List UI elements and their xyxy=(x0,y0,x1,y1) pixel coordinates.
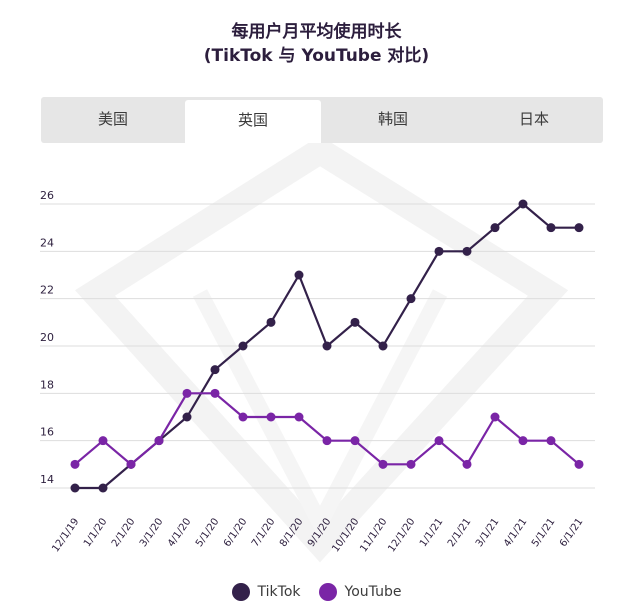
x-tick-label: 3/1/21 xyxy=(474,516,501,549)
x-tick-label: 6/1/21 xyxy=(558,516,585,549)
legend-tiktok-label: TikTok xyxy=(257,584,301,600)
tab-uk[interactable]: 英国 xyxy=(185,100,321,143)
data-point-tiktok xyxy=(434,246,444,256)
data-point-tiktok xyxy=(406,294,416,304)
data-point-tiktok xyxy=(322,341,332,351)
data-point-youtube xyxy=(434,436,444,446)
series-line-youtube xyxy=(74,392,580,466)
legend-youtube-label: YouTube xyxy=(344,584,402,600)
y-tick-label: 24 xyxy=(40,236,54,249)
y-tick-label: 20 xyxy=(40,331,54,344)
data-point-youtube xyxy=(238,412,248,422)
legend-youtube-swatch xyxy=(318,583,337,601)
legend: TikTok YouTube xyxy=(0,580,633,604)
y-tick-label: 18 xyxy=(40,378,54,391)
data-point-youtube xyxy=(294,412,304,422)
data-point-youtube xyxy=(574,459,584,469)
data-point-tiktok xyxy=(546,223,556,233)
legend-item-tiktok: TikTok xyxy=(231,583,301,601)
x-tick-label: 1/1/21 xyxy=(418,516,445,549)
data-point-youtube xyxy=(462,459,472,469)
legend-item-youtube: YouTube xyxy=(318,583,402,601)
tab-japan[interactable]: 日本 xyxy=(518,110,549,128)
data-point-tiktok xyxy=(98,483,108,493)
data-point-youtube xyxy=(406,459,416,469)
data-point-tiktok xyxy=(490,223,500,233)
data-point-tiktok xyxy=(238,341,248,351)
data-point-youtube xyxy=(210,388,220,398)
data-point-youtube xyxy=(350,436,360,446)
data-point-youtube xyxy=(70,459,80,469)
data-point-youtube xyxy=(154,436,164,446)
x-tick-label: 12/1/19 xyxy=(50,516,81,554)
data-point-tiktok xyxy=(574,223,584,233)
chart-title: 每用户月平均使用时长 (TikTok 与 YouTube 对比) xyxy=(0,20,633,68)
data-point-youtube xyxy=(266,412,276,422)
data-point-tiktok xyxy=(518,199,528,209)
x-tick-label: 2/1/21 xyxy=(446,516,473,549)
tab-korea[interactable]: 韩国 xyxy=(377,110,408,128)
data-point-youtube xyxy=(322,436,332,446)
x-tick-label: 12/1/20 xyxy=(386,516,417,554)
x-tick-label: 11/1/20 xyxy=(358,516,389,554)
data-point-tiktok xyxy=(462,246,472,256)
x-tick-label: 6/1/20 xyxy=(222,516,249,549)
data-point-youtube xyxy=(546,436,556,446)
watermark-inner xyxy=(192,289,448,541)
y-tick-label: 16 xyxy=(40,426,54,439)
chart-title-line1: 每用户月平均使用时长 xyxy=(231,22,402,42)
data-point-tiktok xyxy=(70,483,80,493)
data-point-youtube xyxy=(98,436,108,446)
x-tick-label: 5/1/21 xyxy=(530,516,557,549)
tab-us[interactable]: 美国 xyxy=(97,110,128,128)
x-tick-label: 2/1/20 xyxy=(110,516,137,549)
country-tabs: 美国 英国 韩国 日本 xyxy=(41,97,603,143)
y-tick-label: 26 xyxy=(40,189,54,202)
x-tick-label: 7/1/20 xyxy=(250,516,277,549)
chart-title-line2: (TikTok 与 YouTube 对比) xyxy=(203,46,430,66)
y-tick-label: 22 xyxy=(40,284,54,297)
x-tick-label: 5/1/20 xyxy=(194,516,221,549)
x-tick-label: 4/1/21 xyxy=(502,516,529,549)
data-point-tiktok xyxy=(182,412,192,422)
data-point-tiktok xyxy=(378,341,388,351)
data-point-youtube xyxy=(518,436,528,446)
watermark-diamond xyxy=(75,143,569,563)
data-point-youtube xyxy=(182,388,192,398)
legend-tiktok-swatch xyxy=(231,583,250,601)
x-tick-label: 3/1/20 xyxy=(138,516,165,549)
data-point-tiktok xyxy=(294,270,304,280)
data-point-youtube xyxy=(126,459,136,469)
data-point-tiktok xyxy=(210,365,220,375)
y-tick-label: 14 xyxy=(40,473,54,486)
data-point-youtube xyxy=(490,412,500,422)
data-point-tiktok xyxy=(350,317,360,327)
data-point-tiktok xyxy=(266,317,276,327)
data-point-youtube xyxy=(378,459,388,469)
x-tick-label: 1/1/20 xyxy=(82,516,109,549)
x-tick-label: 4/1/20 xyxy=(166,516,193,549)
